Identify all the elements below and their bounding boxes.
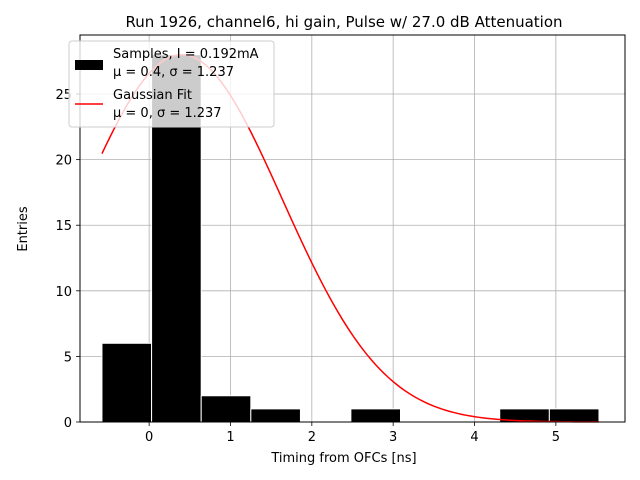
histogram-bar xyxy=(548,408,600,423)
y-axis-label: Entries xyxy=(16,206,31,252)
y-tick-label: 15 xyxy=(55,219,72,234)
legend: Samples, I = 0.192mA μ = 0.4, σ = 1.237 … xyxy=(68,40,275,128)
legend-samples-swatch xyxy=(75,60,103,70)
legend-samples-stats: μ = 0.4, σ = 1.237 xyxy=(113,65,234,80)
x-tick-label: 0 xyxy=(145,430,153,445)
x-axis-ticks: 0 1 2 3 4 5 xyxy=(145,422,560,445)
legend-box xyxy=(68,40,275,128)
x-tick-label: 5 xyxy=(552,430,560,445)
y-tick-label: 10 xyxy=(55,285,72,300)
x-tick-label: 3 xyxy=(389,430,397,445)
histogram-bar xyxy=(200,395,252,423)
y-tick-label: 0 xyxy=(64,416,72,431)
x-tick-label: 2 xyxy=(308,430,316,445)
y-tick-label: 25 xyxy=(55,88,72,103)
y-tick-label: 5 xyxy=(64,350,72,365)
x-tick-label: 1 xyxy=(226,430,234,445)
y-tick-label: 20 xyxy=(55,154,72,169)
axes-frame xyxy=(79,34,626,423)
histogram-bar xyxy=(101,342,153,423)
histogram-bar xyxy=(250,408,301,423)
legend-fit-stats: μ = 0, σ = 1.237 xyxy=(113,106,222,121)
legend-samples-label: Samples, I = 0.192mA xyxy=(113,47,259,62)
x-axis-label: Timing from OFCs [ns] xyxy=(270,451,416,466)
legend-fit-label: Gaussian Fit xyxy=(113,88,192,103)
histogram-bar xyxy=(350,408,401,423)
x-tick-label: 4 xyxy=(470,430,478,445)
chart-title: Run 1926, channel6, hi gain, Pulse w/ 27… xyxy=(125,13,562,31)
y-axis-ticks: 0 5 10 15 20 25 xyxy=(55,88,80,431)
